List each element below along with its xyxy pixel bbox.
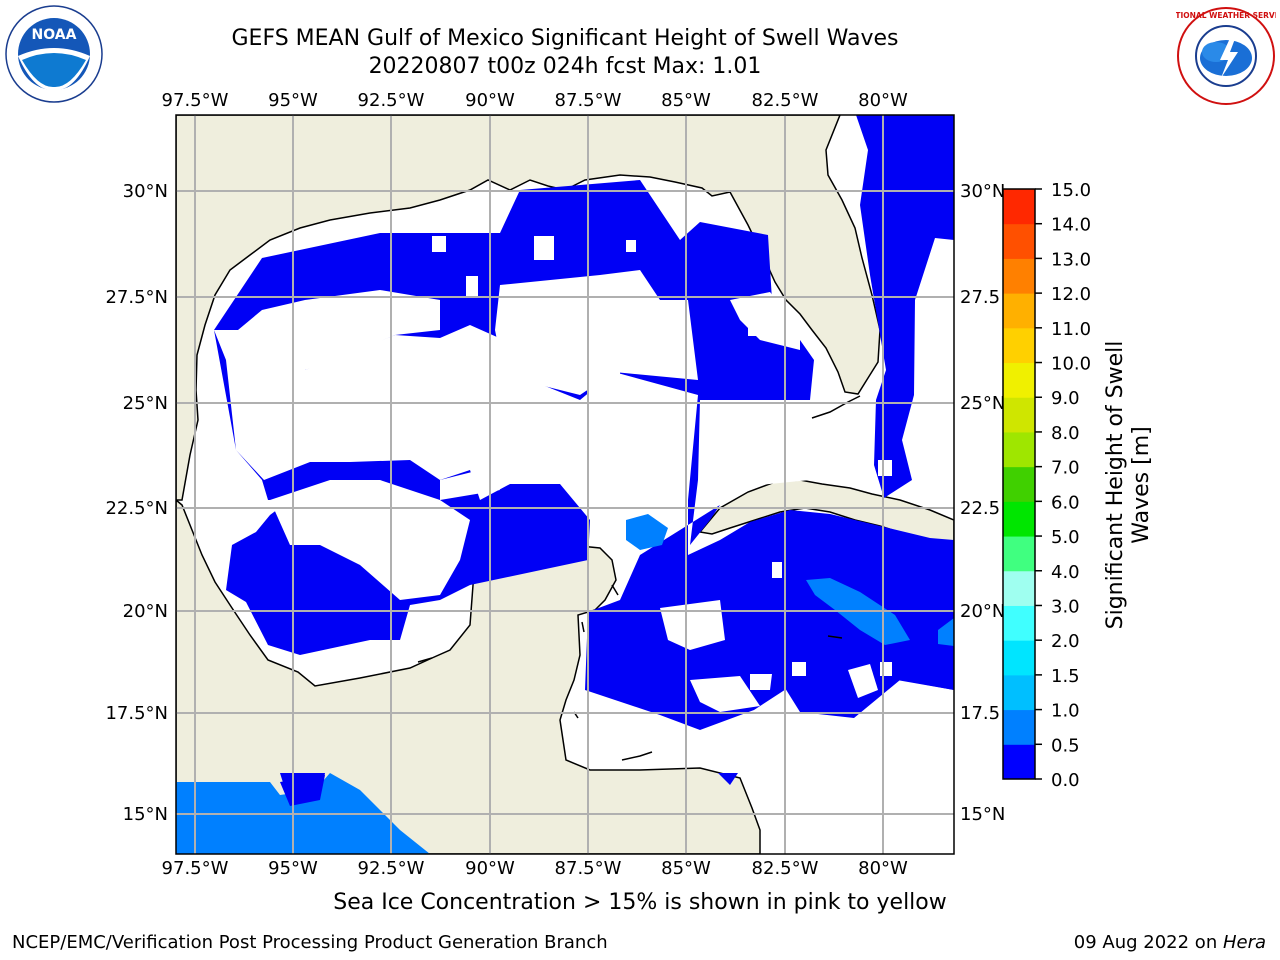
colorbar-tick-label: 2.0	[1051, 631, 1080, 652]
colorbar-label-line2: Waves [m]	[1129, 426, 1154, 543]
wave-field-low-pacific	[280, 775, 325, 806]
colorbar-tick-label: 10.0	[1051, 354, 1091, 375]
colorbar-bin	[1003, 744, 1035, 780]
lon-label-top: 90°W	[465, 90, 515, 111]
colorbar-tick-label: 0.5	[1051, 735, 1080, 756]
lat-label-left: 30°N	[123, 181, 168, 202]
colorbar-bin	[1003, 431, 1035, 468]
lat-label-left: 17.5°N	[105, 703, 168, 724]
lon-label-top: 97.5°W	[162, 90, 229, 111]
colorbar-tick-label: 15.0	[1051, 180, 1091, 201]
lat-label-left: 20°N	[123, 601, 168, 622]
colorbar-tick-label: 0.0	[1051, 770, 1080, 791]
nws-logo-text: NATIONAL WEATHER SERVICE	[1176, 11, 1276, 20]
colorbar-bin	[1003, 570, 1035, 606]
colorbar-bin	[1003, 640, 1035, 676]
lon-label-top: 80°W	[858, 90, 908, 111]
lon-label-bottom: 92.5°W	[358, 858, 425, 879]
colorbar-tick-label: 13.0	[1051, 249, 1091, 270]
land-mexico	[176, 499, 761, 854]
colorbar-tick-label: 11.0	[1051, 319, 1091, 340]
lon-label-bottom: 82.5°W	[752, 858, 819, 879]
noaa-logo-text: NOAA	[32, 27, 77, 43]
colorbar-bin	[1003, 709, 1035, 745]
nws-logo-icon: NATIONAL WEATHER SERVICE	[1176, 7, 1276, 105]
lat-label-right: 25°N	[960, 393, 1005, 414]
map-frame	[175, 114, 955, 855]
lon-label-top: 92.5°W	[358, 90, 425, 111]
colorbar-tick-label: 8.0	[1051, 423, 1080, 444]
colorbar-tick-label: 1.5	[1051, 666, 1080, 687]
map-subtitle: 20220807 t00z 024h fcst Max: 1.01	[368, 54, 762, 79]
lon-label-top: 87.5°W	[555, 90, 622, 111]
lon-label-top: 95°W	[268, 90, 318, 111]
lon-label-top: 82.5°W	[752, 90, 819, 111]
colorbar-bin	[1003, 501, 1035, 537]
colorbar-bin	[1003, 605, 1035, 641]
lat-labels-right: 30°N 27.5 25°N 22.5 20°N 17.5 15°N	[960, 181, 1005, 825]
colorbar-tick-label: 3.0	[1051, 596, 1080, 617]
colorbar-tick-label: 12.0	[1051, 284, 1091, 305]
colorbar-bin	[1003, 293, 1035, 329]
lon-labels-top: 97.5°W 95°W 92.5°W 90°W 87.5°W 85°W 82.5…	[162, 90, 908, 111]
colorbar-bin	[1003, 327, 1035, 364]
lat-label-left: 22.5°N	[105, 498, 168, 519]
lat-label-right: 27.5	[960, 287, 1000, 308]
noaa-logo-icon: NOAA	[5, 5, 103, 103]
lat-label-left: 27.5°N	[105, 287, 168, 308]
lon-label-bottom: 85°W	[661, 858, 711, 879]
colorbar	[1003, 189, 1035, 780]
coastline-details	[417, 395, 861, 761]
graticule	[176, 115, 954, 854]
colorbar-bin	[1003, 362, 1035, 398]
colorbar-bin	[1003, 466, 1035, 502]
colorbar-tick-label: 4.0	[1051, 562, 1080, 583]
lat-label-right: 20°N	[960, 601, 1005, 622]
colorbar-label-line1: Significant Height of Swell	[1103, 341, 1128, 630]
colorbar-label: Significant Height of Swell Waves [m]	[1103, 341, 1154, 630]
footer-date-text: 09 Aug 2022 on	[1073, 932, 1223, 953]
lat-labels-left: 30°N 27.5°N 25°N 22.5°N 20°N 17.5°N 15°N	[105, 181, 168, 825]
lon-label-bottom: 80°W	[858, 858, 908, 879]
map-title: GEFS MEAN Gulf of Mexico Significant Hei…	[231, 26, 899, 51]
colorbar-tick-label: 9.0	[1051, 388, 1080, 409]
footer-credit: NCEP/EMC/Verification Post Processing Pr…	[12, 932, 608, 953]
colorbar-bin	[1003, 536, 1035, 572]
lon-label-bottom: 87.5°W	[555, 858, 622, 879]
colorbar-bin	[1003, 189, 1035, 225]
lon-label-bottom: 95°W	[268, 858, 318, 879]
colorbar-frame	[1002, 188, 1036, 780]
lat-label-right: 17.5	[960, 703, 1000, 724]
colorbar-tick-label: 14.0	[1051, 215, 1091, 236]
lat-label-left: 25°N	[123, 393, 168, 414]
colorbar-bin	[1003, 674, 1035, 711]
colorbar-tick-label: 6.0	[1051, 492, 1080, 513]
lon-labels-bottom: 97.5°W 95°W 92.5°W 90°W 87.5°W 85°W 82.5…	[162, 858, 908, 879]
land-usa	[176, 115, 881, 501]
lat-label-right: 15°N	[960, 804, 1005, 825]
colorbar-bin	[1003, 223, 1035, 259]
lat-label-right: 22.5	[960, 498, 1000, 519]
footer-host: Hera	[1222, 932, 1266, 953]
colorbar-bin	[1003, 258, 1035, 294]
lon-label-top: 85°W	[661, 90, 711, 111]
colorbar-tick-label: 1.0	[1051, 701, 1080, 722]
wave-field-gaps	[218, 236, 950, 712]
colorbar-tick-label: 5.0	[1051, 527, 1080, 548]
lat-label-right: 30°N	[960, 181, 1005, 202]
lat-label-left: 15°N	[123, 804, 168, 825]
colorbar-ticks: 0.0 0.5 1.0 1.5 2.0 3.0 4.0 5.0 6.0 7.0 8.0 9.0 10.0…	[1035, 180, 1091, 791]
lon-label-bottom: 90°W	[465, 858, 515, 879]
sea-ice-caption: Sea Ice Concentration > 15% is shown in …	[333, 890, 947, 915]
colorbar-bin	[1003, 397, 1035, 433]
map-plot-area	[176, 115, 954, 854]
footer-date: 09 Aug 2022 on Hera	[1074, 932, 1266, 953]
lon-label-bottom: 97.5°W	[162, 858, 229, 879]
colorbar-tick-label: 7.0	[1051, 458, 1080, 479]
